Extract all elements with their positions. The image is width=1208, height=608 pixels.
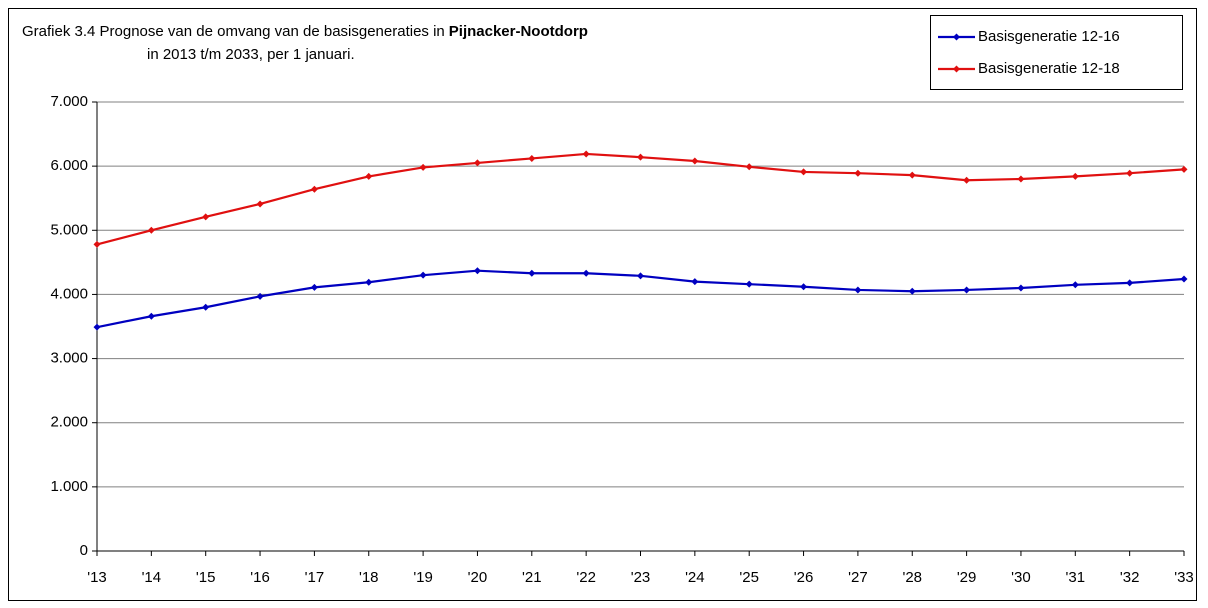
x-tick-label: '13 (87, 569, 107, 586)
point-marker (473, 159, 481, 167)
point-marker (691, 157, 699, 165)
point-marker (528, 154, 536, 162)
x-tick-label: '20 (468, 569, 488, 586)
x-tick-label: '17 (305, 569, 325, 586)
point-marker (582, 150, 590, 158)
x-tick-label: '14 (142, 569, 162, 586)
point-marker (202, 303, 210, 311)
legend-marker (953, 65, 960, 73)
point-marker (745, 280, 753, 288)
chart-border (8, 8, 1197, 601)
x-tick-label: '32 (1120, 569, 1140, 586)
y-tick-label: 3.000 (50, 350, 88, 367)
y-tick-label: 0 (80, 542, 88, 559)
point-marker (1126, 279, 1134, 287)
point-marker (908, 171, 916, 179)
point-marker (147, 226, 155, 234)
legend-label: Basisgeneratie 12-16 (978, 28, 1120, 45)
point-marker (365, 172, 373, 180)
y-tick-label: 4.000 (50, 285, 88, 302)
x-tick-label: '23 (631, 569, 651, 586)
x-tick-label: '33 (1174, 569, 1194, 586)
point-marker (419, 163, 427, 171)
legend-marker (953, 33, 960, 41)
x-tick-label: '18 (359, 569, 379, 586)
point-marker (419, 271, 427, 279)
title-text: Grafiek 3.4 Prognose van de omvang van d… (22, 23, 445, 40)
point-marker (528, 269, 536, 277)
x-tick-label: '28 (902, 569, 922, 586)
point-marker (582, 269, 590, 277)
y-tick-label: 1.000 (50, 478, 88, 495)
x-tick-label: '21 (522, 569, 542, 586)
x-tick-label: '25 (739, 569, 759, 586)
legend-box (930, 15, 1183, 90)
x-tick-label: '19 (413, 569, 433, 586)
point-marker (637, 272, 644, 280)
x-tick-label: '15 (196, 569, 216, 586)
point-marker (365, 278, 373, 286)
x-tick-label: '24 (685, 569, 705, 586)
y-tick-label: 6.000 (50, 157, 88, 174)
point-marker (1017, 175, 1025, 183)
point-marker (310, 283, 318, 291)
point-marker (637, 153, 644, 161)
x-tick-label: '26 (794, 569, 814, 586)
point-marker (1126, 169, 1134, 177)
point-marker (147, 312, 155, 320)
point-marker (963, 286, 971, 294)
x-tick-label: '22 (576, 569, 596, 586)
point-marker (256, 292, 264, 300)
point-marker (473, 267, 481, 275)
point-marker (854, 286, 862, 294)
chart-subtitle: in 2013 t/m 2033, per 1 januari. (147, 46, 355, 63)
x-tick-label: '27 (848, 569, 868, 586)
point-marker (691, 278, 699, 286)
point-marker (1017, 284, 1025, 292)
point-marker (93, 240, 101, 248)
point-marker (1180, 165, 1188, 173)
x-tick-label: '16 (250, 569, 270, 586)
point-marker (1071, 281, 1079, 289)
point-marker (256, 200, 264, 208)
y-tick-label: 7.000 (50, 93, 88, 110)
point-marker (963, 176, 971, 184)
point-marker (310, 185, 318, 193)
y-tick-label: 5.000 (50, 221, 88, 238)
point-marker (800, 283, 808, 291)
point-marker (1071, 172, 1079, 180)
x-tick-label: '30 (1011, 569, 1031, 586)
point-marker (854, 169, 862, 177)
chart-title: Grafiek 3.4 Prognose van de omvang van d… (22, 23, 588, 40)
y-tick-label: 2.000 (50, 414, 88, 431)
point-marker (908, 287, 916, 295)
legend-label: Basisgeneratie 12-18 (978, 60, 1120, 77)
point-marker (202, 213, 210, 221)
point-marker (800, 168, 808, 176)
title-emphasis: Pijnacker-Nootdorp (449, 23, 588, 40)
x-tick-label: '29 (957, 569, 977, 586)
point-marker (745, 163, 753, 171)
x-tick-label: '31 (1066, 569, 1086, 586)
point-marker (93, 323, 101, 331)
point-marker (1180, 275, 1188, 283)
